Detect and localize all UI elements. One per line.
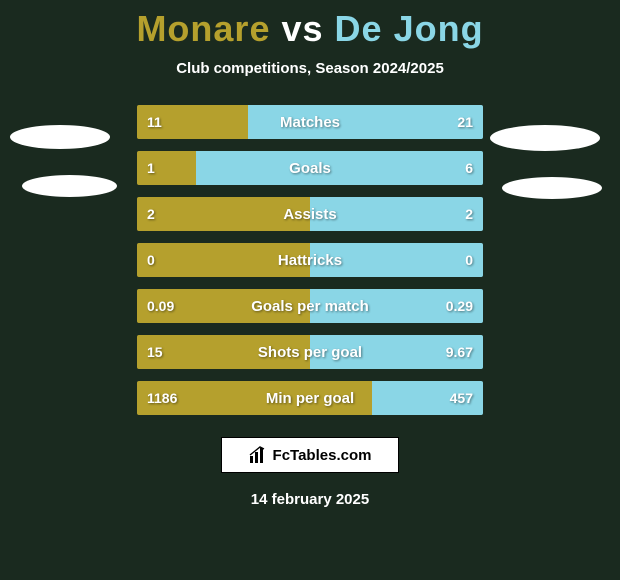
stat-value-right: 0.29 (436, 289, 483, 323)
title-player1: Monare (136, 8, 270, 49)
stat-value-right: 9.67 (436, 335, 483, 369)
stat-value-left: 15 (137, 335, 173, 369)
stat-value-left: 1186 (137, 381, 187, 415)
decorative-ellipse (22, 175, 117, 197)
footer-brand[interactable]: FcTables.com (221, 437, 399, 473)
subtitle: Club competitions, Season 2024/2025 (0, 60, 620, 77)
footer-brand-label: FcTables.com (273, 447, 372, 464)
stat-value-left: 11 (137, 105, 172, 139)
stat-value-left: 2 (137, 197, 165, 231)
decorative-ellipse (490, 125, 600, 151)
stat-value-right: 2 (455, 197, 483, 231)
stat-value-right: 0 (455, 243, 483, 277)
stat-value-left: 0 (137, 243, 165, 277)
stat-row: 159.67Shots per goal (137, 335, 483, 369)
stat-row: 0.090.29Goals per match (137, 289, 483, 323)
stat-row: 22Assists (137, 197, 483, 231)
footer-date: 14 february 2025 (0, 491, 620, 508)
stats-icon (249, 446, 267, 464)
stat-value-left: 1 (137, 151, 165, 185)
stat-value-right: 21 (447, 105, 483, 139)
decorative-ellipse (10, 125, 110, 149)
comparison-chart: 1121Matches16Goals22Assists00Hattricks0.… (137, 105, 483, 415)
stat-row: 00Hattricks (137, 243, 483, 277)
stat-value-right: 6 (455, 151, 483, 185)
stat-row: 16Goals (137, 151, 483, 185)
stat-value-right: 457 (440, 381, 483, 415)
title-player2: De Jong (335, 8, 484, 49)
stat-value-left: 0.09 (137, 289, 184, 323)
decorative-ellipse (502, 177, 602, 199)
stat-row: 1121Matches (137, 105, 483, 139)
title-vs: vs (281, 8, 323, 49)
page-title: Monare vs De Jong (0, 0, 620, 50)
stat-row: 1186457Min per goal (137, 381, 483, 415)
stat-bar-right (196, 151, 483, 185)
